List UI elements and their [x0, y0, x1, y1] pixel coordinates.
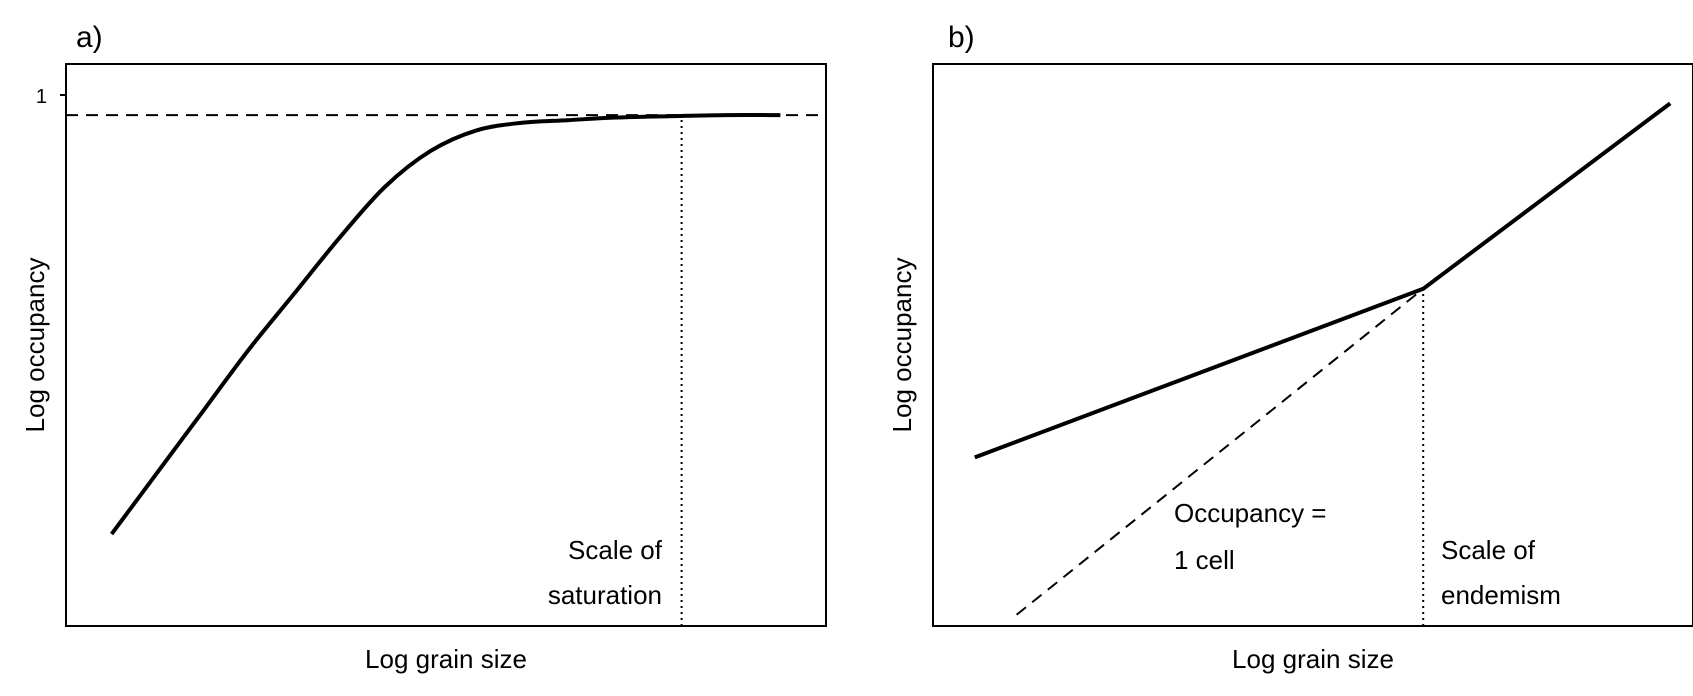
panel-a-label: a): [76, 21, 103, 54]
panel-b-y-axis-label: Log occupancy: [887, 258, 917, 433]
panel-a-y-axis-label: Log occupancy: [20, 258, 50, 433]
panel-b-label: b): [948, 21, 975, 54]
panel-a-x-axis-label: Log grain size: [365, 644, 527, 674]
panel-a-y-tick-1: 1: [36, 86, 47, 108]
panel-b: b) Log grain size Log occupancy Occupanc…: [887, 21, 1693, 674]
panel-b-x-axis-label: Log grain size: [1232, 644, 1394, 674]
panel-a: a) 1 Log grain size Log occupancy Scale …: [20, 21, 827, 674]
panel-a-saturation-annotation-line1: Scale of: [568, 535, 663, 565]
panel-a-saturation-annotation-line2: saturation: [548, 580, 662, 610]
panel-a-marks: [66, 113, 826, 626]
panel-b-series-line-dashed-1: [1015, 288, 1424, 616]
panel-b-series-line-solid-0: [974, 101, 1672, 460]
panel-b-one-cell-annotation-line2: 1 cell: [1174, 545, 1235, 575]
panel-b-frame: [932, 63, 1693, 627]
panel-b-endemism-annotation-line1: Scale of: [1441, 535, 1536, 565]
panel-b-marks: [974, 101, 1672, 626]
panel-b-one-cell-annotation-line1: Occupancy =: [1174, 498, 1326, 528]
panel-b-endemism-annotation-line2: endemism: [1441, 580, 1561, 610]
panel-a-series-line-solid-0: [109, 113, 781, 536]
panel-a-frame: [65, 63, 827, 627]
